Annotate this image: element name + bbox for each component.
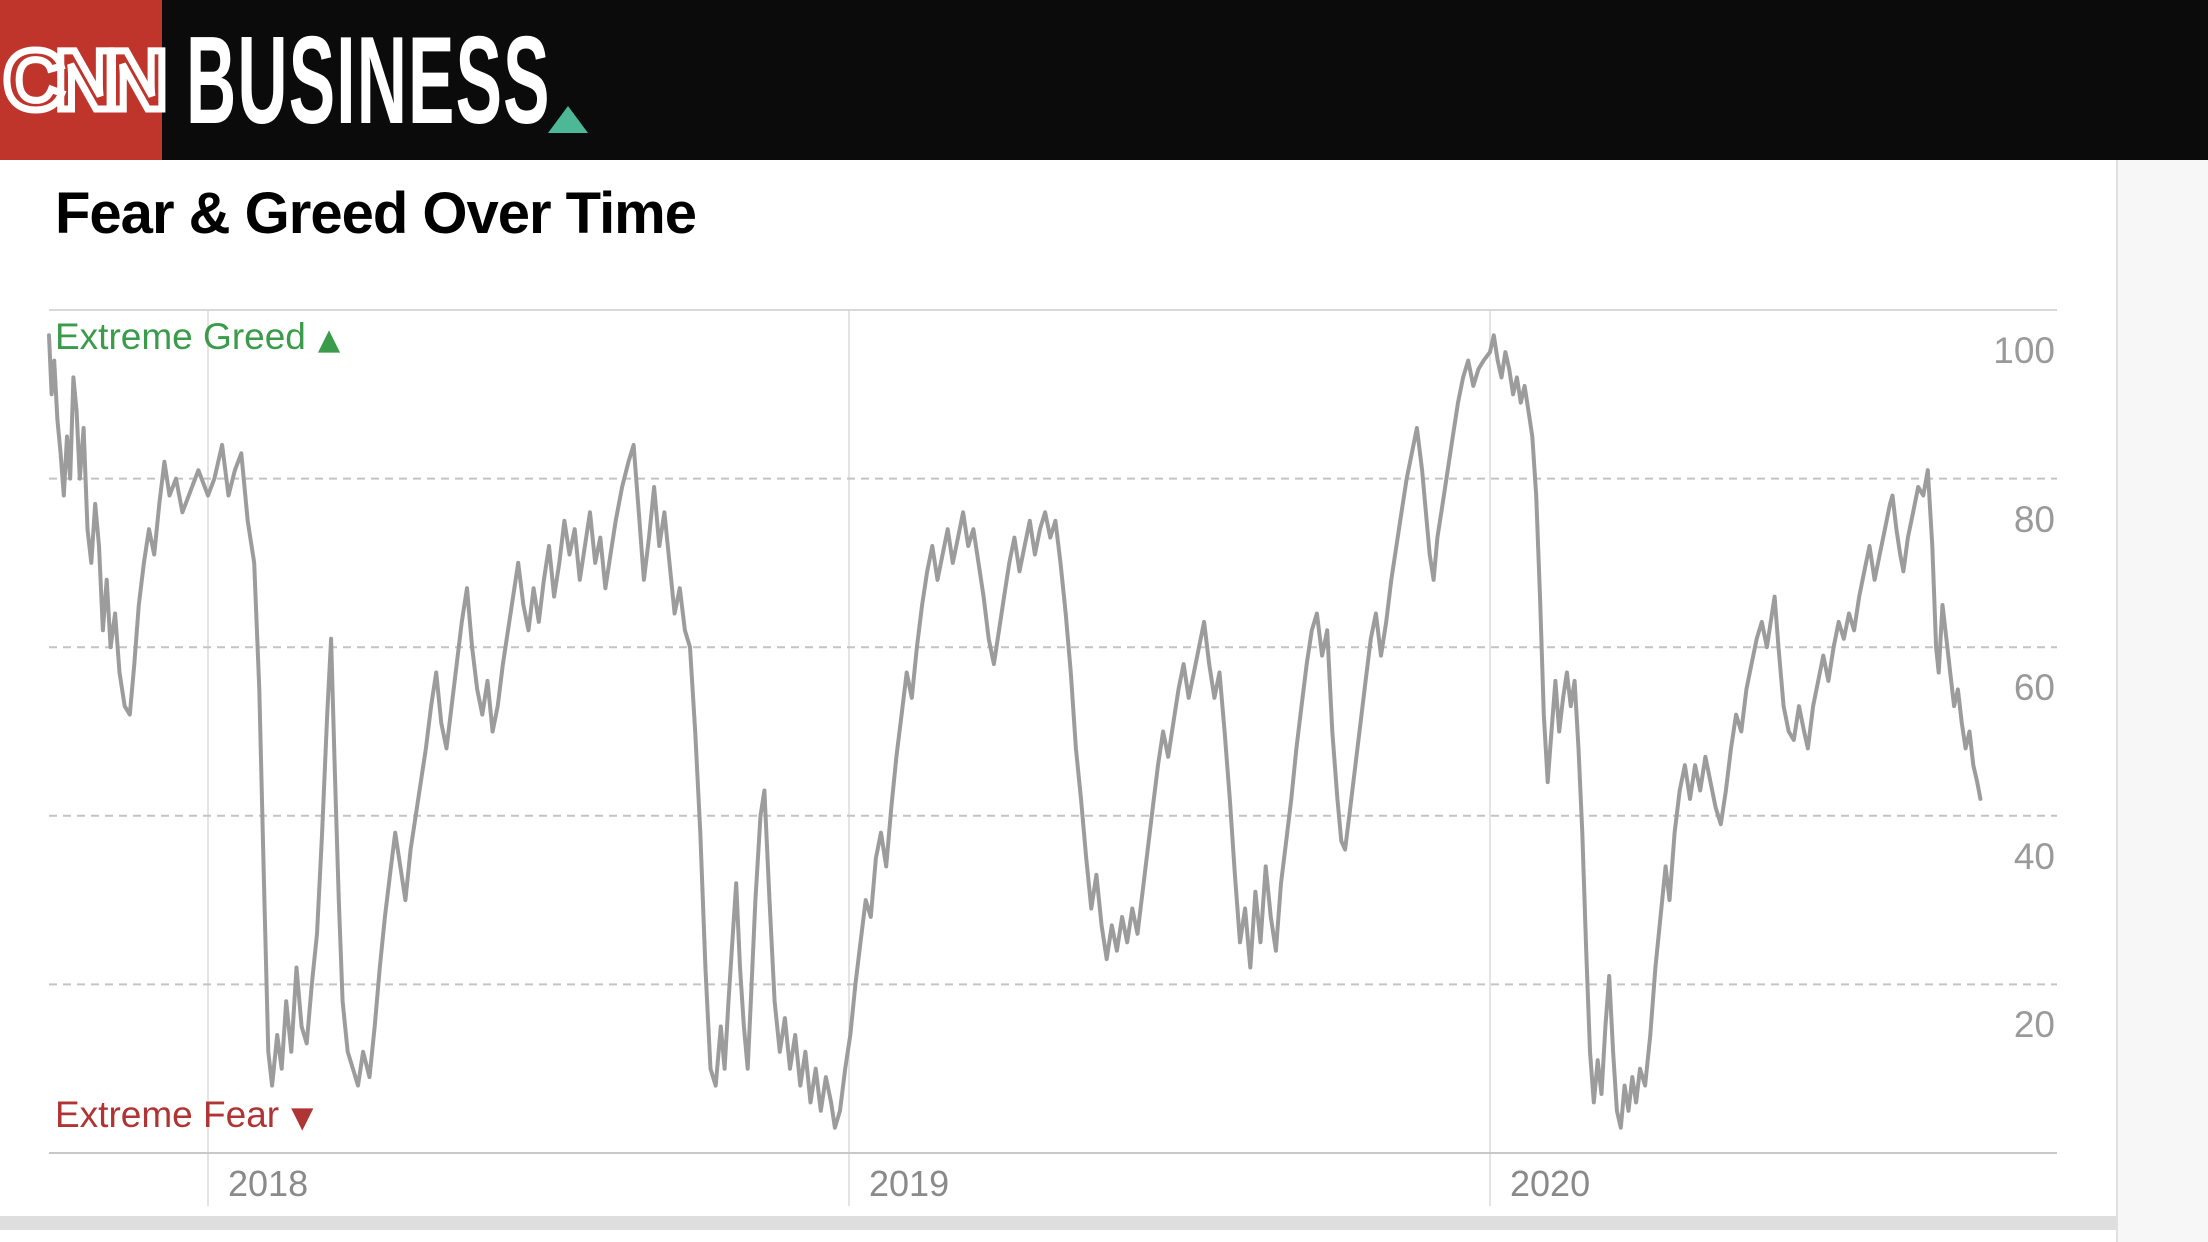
- business-wordmark[interactable]: BUSINESS: [186, 0, 826, 160]
- x-tick-label: 2019: [869, 1163, 950, 1204]
- x-tick-label: 2020: [1510, 1163, 1591, 1204]
- page-title: Fear & Greed Over Time: [55, 181, 697, 246]
- page-divider: [2116, 160, 2118, 1242]
- cnn-logo[interactable]: CNN: [0, 0, 171, 160]
- bottom-divider: [0, 1216, 2116, 1230]
- fear-down-triangle-icon: ▼: [291, 1100, 314, 1134]
- y-tick-label: 60: [2013, 667, 2055, 709]
- page-margin-strip: [2118, 160, 2208, 1242]
- greed-up-triangle-icon: ▲: [317, 322, 341, 356]
- cnn-logo-text: CNN: [0, 33, 171, 127]
- business-wordmark-text: BUSINESS: [186, 10, 551, 150]
- y-tick-label: 100: [1993, 330, 2055, 371]
- extreme-fear-text: Extreme Fear: [55, 1094, 280, 1135]
- header: CNN BUSINESS: [0, 0, 2208, 160]
- y-tick-label: 80: [2013, 498, 2055, 540]
- extreme-greed-text: Extreme Greed: [55, 316, 306, 357]
- brand-triangle-icon: [548, 106, 588, 133]
- x-tick-label: 2018: [228, 1163, 309, 1204]
- extreme-greed-label: Extreme Greed ▲: [55, 316, 340, 358]
- extreme-fear-label: Extreme Fear ▼: [55, 1094, 313, 1136]
- fear-greed-index-line: [47, 333, 1983, 1130]
- y-tick-label: 20: [2013, 1004, 2055, 1046]
- y-tick-label: 40: [2013, 835, 2055, 877]
